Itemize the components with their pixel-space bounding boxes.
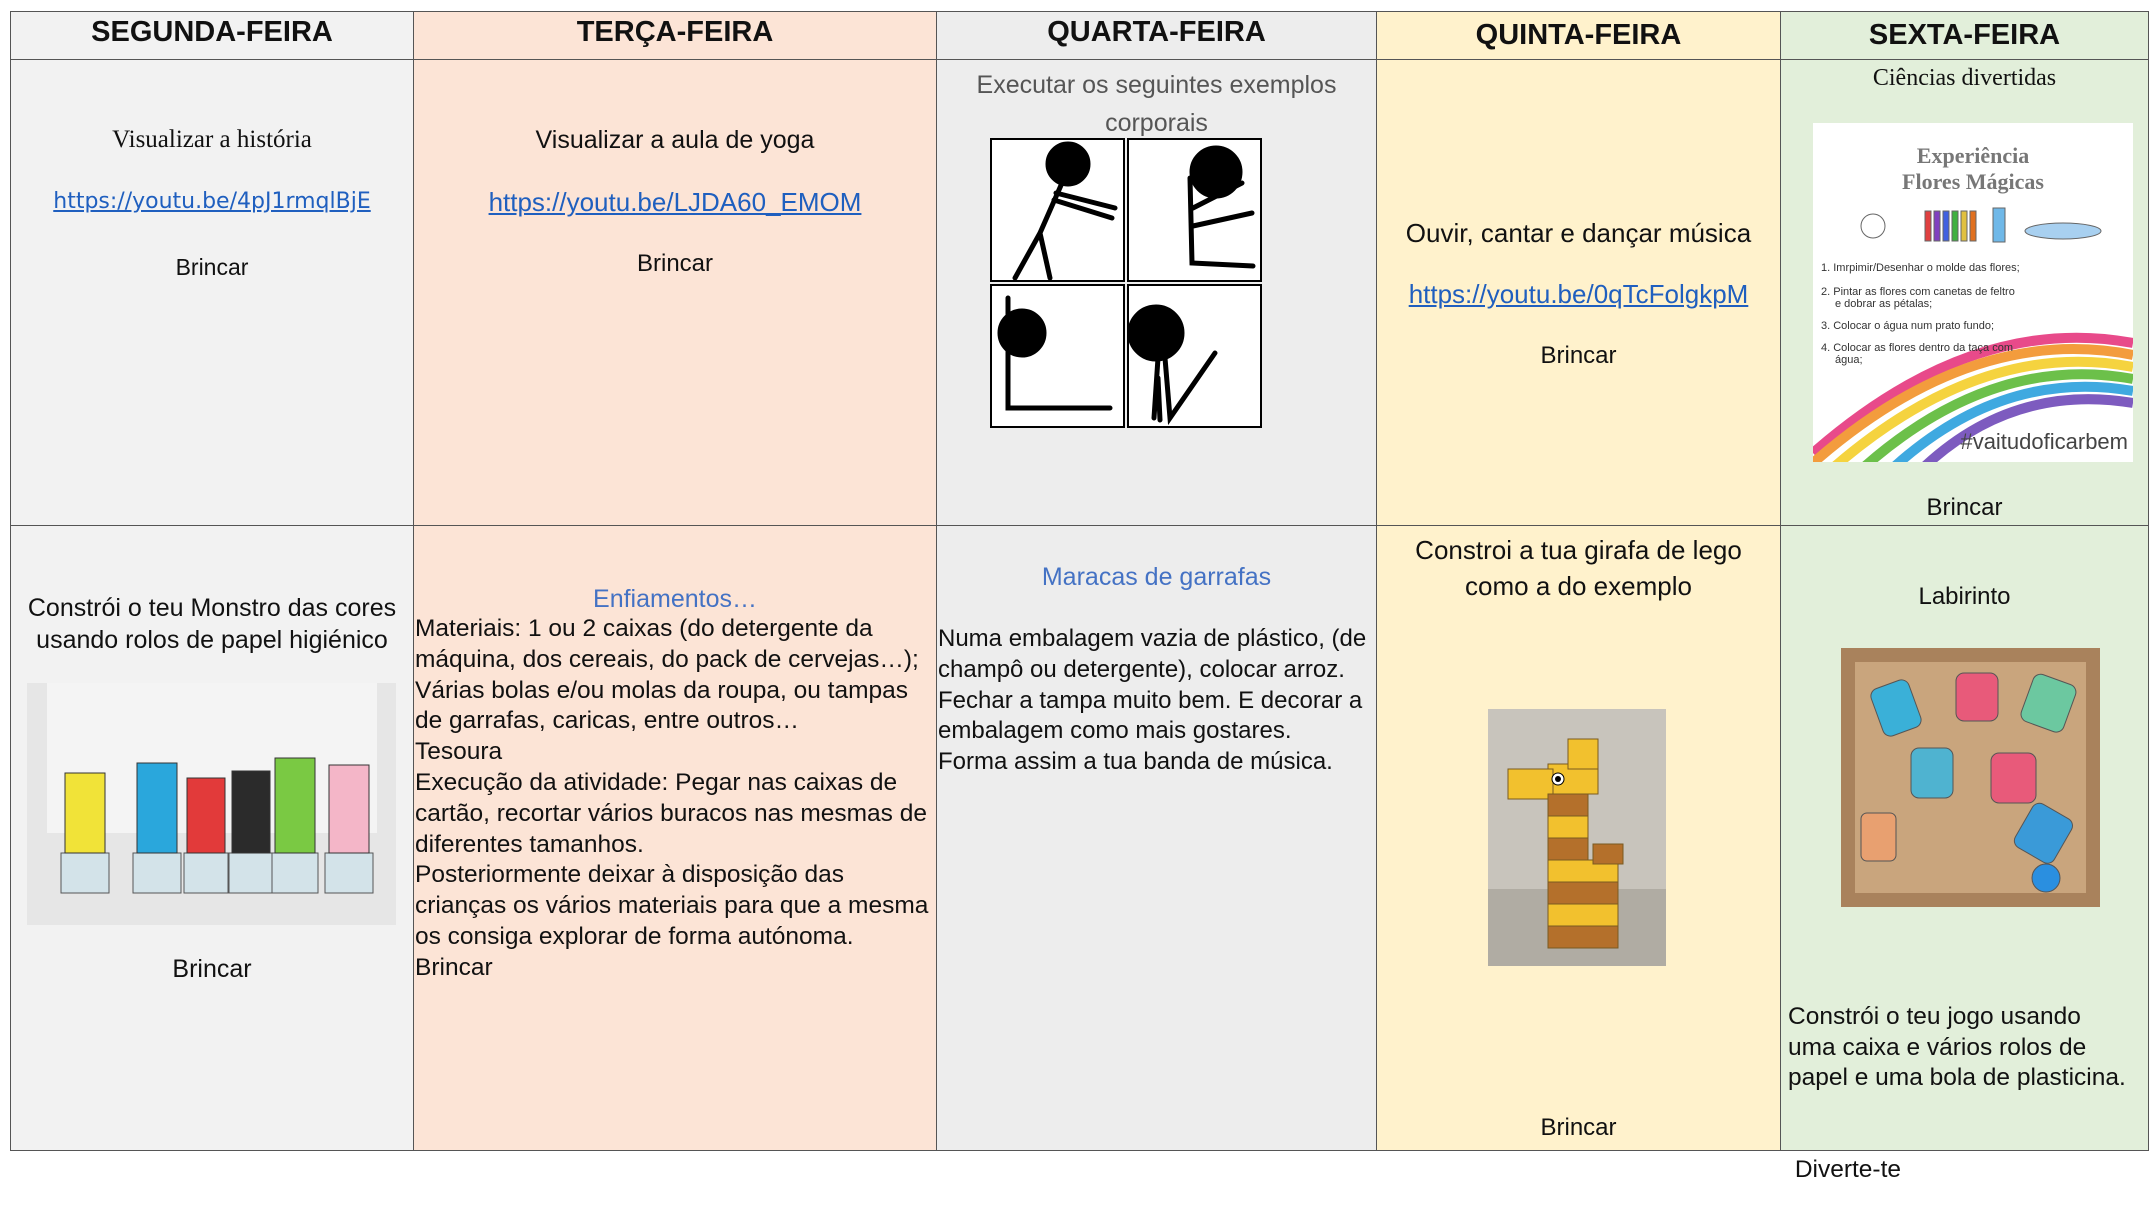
cell-text: Brincar [1540,342,1617,369]
cell-text: Brincar [1926,494,2003,521]
row-divider [10,525,2149,527]
cell-text: Visualizar a história [112,126,312,153]
poster-image: Experiência Flores Mágicas 1. Imrpimir/D… [1813,123,2133,462]
cell-text: Brincar [172,955,252,983]
paragraph: Constrói o teu jogo usando uma caixa e v… [1788,1003,2126,1091]
cell [10,11,414,1151]
poster-tag: #vaitudoficarbem [1960,429,2128,454]
cell-text: Ciências divertidas [1872,65,2057,91]
link[interactable]: https://youtu.be/LJDA60_EMOM [488,187,862,217]
poster-step: 3. Colocar o água num prato fundo; [1821,320,1994,332]
cell-title: Labirinto [1918,583,2011,610]
paragraph: Posteriormente deixar à disposição das c… [415,861,929,950]
paragraph: Forma assim a tua banda de música. [938,748,1333,776]
link-wrap: https://youtu.be/4pJ1rmqlBjE [10,189,414,214]
labyrinth-image [1841,648,2100,907]
day-header: QUARTA-FEIRA [1047,16,1266,48]
cell-body: Numa embalagem vazia de plástico, (de ch… [938,624,1374,778]
header-row [10,11,2149,60]
day-header: SEGUNDA-FEIRA [91,16,333,48]
link[interactable]: https://youtu.be/4pJ1rmqlBjE [53,189,371,214]
cell-text: Brincar [1540,1114,1617,1141]
cell-text: Constrói o teu Monstro das cores usando … [27,594,397,654]
cell-body: Constrói o teu jogo usando uma caixa e v… [1788,941,2133,1216]
cell-text: Ouvir, cantar e dançar música [1405,218,1752,248]
poster-step: 4. Colocar as flores dentro da taça com [1821,342,2013,354]
cell-text: Brincar [175,254,249,280]
poster-step: água; [1835,354,1863,366]
link[interactable]: https://youtu.be/0qTcFolgkpM [1408,279,1749,309]
paragraph: Várias bolas e/ou molas da roupa, ou tam… [415,676,909,735]
giraffe-image [1488,709,1666,966]
day-header: TERÇA-FEIRA [576,16,774,48]
exercise-figures [990,138,1262,428]
paragraph: Diverte-te [1788,1155,1902,1183]
monster-image [27,683,396,925]
cell-text: Constroi a tua girafa de lego como a do … [1415,535,1742,601]
cell-body: Materiais: 1 ou 2 caixas (do detergente … [415,614,935,984]
paragraph: Materiais: 1 ou 2 caixas (do detergente … [415,615,919,673]
day-header: SEXTA-FEIRA [1868,19,2061,51]
cell-text: Visualizar a aula de yoga [535,126,815,154]
cell-text: Brincar [636,250,714,277]
poster-step: e dobrar as pétalas; [1835,298,1932,310]
poster-title: Experiência [1917,143,2029,168]
paragraph: Numa embalagem vazia de plástico, (de ch… [938,625,1367,745]
poster-step: 2. Pintar as flores com canetas de feltr… [1821,286,2015,298]
paragraph: Execução da atividade: Pegar nas caixas … [415,768,927,858]
cell-title: Enfiamentos… [593,585,757,613]
cell [413,11,937,1151]
day-header: QUINTA-FEIRA [1475,19,1682,51]
paragraph: Brincar [415,953,493,981]
paragraph: Tesoura [415,738,503,766]
cell-text: Executar os seguintes exemplos corporais [976,71,1337,137]
poster-subtitle: Flores Mágicas [1902,169,2044,194]
page: SEGUNDA-FEIRA TERÇA-FEIRA QUARTA-FEIRA Q… [10,11,2149,1183]
link-wrap: https://youtu.be/0qTcFolgkpM [1376,279,1781,310]
poster-step: 1. Imrpimir/Desenhar o molde das flores; [1821,262,2020,274]
link-wrap: https://youtu.be/LJDA60_EMOM [413,187,937,218]
cell-title: Maracas de garrafas [1041,563,1272,591]
